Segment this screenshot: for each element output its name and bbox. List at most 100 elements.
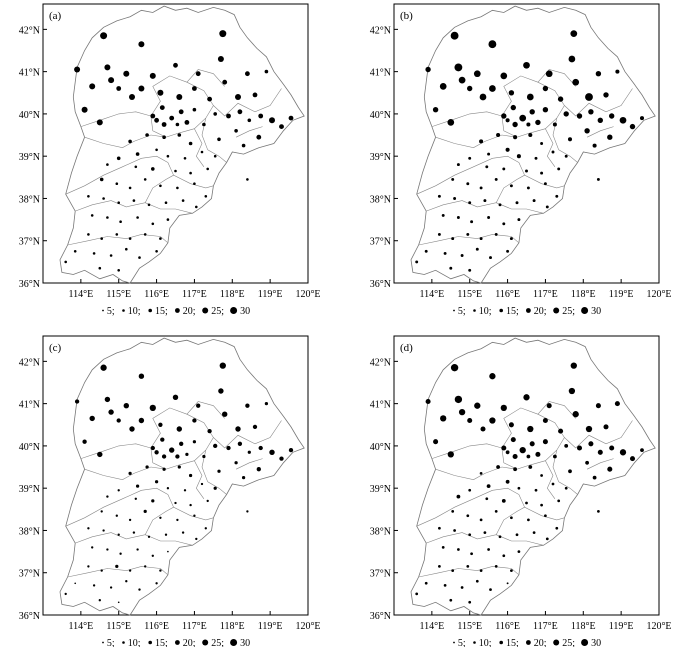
x-tick-label: 120°E <box>646 621 671 632</box>
station-dot <box>160 437 165 442</box>
x-tick-label: 117°E <box>182 289 207 300</box>
legend-symbol <box>499 308 504 313</box>
admin-boundary <box>213 420 282 449</box>
station-dot <box>552 122 557 127</box>
station-dot <box>454 63 463 72</box>
y-tick-label: 39°N <box>19 484 40 495</box>
legend-label: 30 <box>240 638 250 647</box>
size-legend: 5; 10; 15; 20; 25; 30 <box>102 306 250 317</box>
station-dot <box>526 454 531 459</box>
station-dot <box>154 480 159 484</box>
admin-boundary <box>416 155 520 195</box>
station-dot <box>489 588 492 591</box>
station-dot <box>166 154 170 158</box>
station-dot <box>607 134 613 140</box>
station-dot <box>159 569 162 572</box>
station-dot <box>164 201 168 204</box>
station-dot <box>486 484 491 488</box>
station-dot <box>234 129 238 133</box>
station-dot <box>82 439 87 444</box>
station-dot <box>470 552 473 556</box>
admin-boundary <box>435 466 518 481</box>
station-dot <box>151 167 155 171</box>
station-dot <box>145 133 149 137</box>
station-dot <box>526 186 530 190</box>
x-tick-label: 116°E <box>144 289 169 300</box>
station-dot <box>200 150 204 154</box>
admin-boundary <box>67 234 169 246</box>
y-tick-label: 36°N <box>370 611 391 622</box>
station-dot <box>480 426 486 432</box>
station-dot <box>517 550 521 553</box>
station-dot <box>467 85 473 92</box>
station-dot <box>123 403 129 409</box>
station-dot <box>513 135 518 140</box>
admin-boundary <box>537 401 576 419</box>
x-tick-label: 117°E <box>533 289 558 300</box>
admin-boundary <box>167 162 214 189</box>
station-dot <box>200 482 204 486</box>
station-dot <box>264 401 269 406</box>
station-dot <box>150 445 155 451</box>
station-dot <box>540 171 544 175</box>
region-boundary <box>59 337 305 616</box>
station-dot <box>181 199 185 202</box>
station-dot <box>106 548 109 551</box>
station-dot <box>505 450 510 455</box>
station-dot <box>179 441 184 446</box>
station-dot <box>134 165 138 169</box>
station-dot <box>526 122 531 127</box>
station-dot <box>150 113 156 119</box>
x-tick-label: 119°E <box>258 621 283 632</box>
legend-symbol <box>453 641 455 644</box>
legend-label: 10; <box>128 306 141 317</box>
legend-symbol <box>148 640 152 645</box>
legend-symbol <box>526 308 531 313</box>
legend-symbol <box>202 639 209 646</box>
station-dot <box>551 150 555 154</box>
station-dot <box>450 31 459 40</box>
station-dot <box>542 107 549 113</box>
station-dot <box>629 123 636 130</box>
station-dot <box>415 592 419 596</box>
station-dot <box>447 119 455 126</box>
station-dot <box>192 107 197 112</box>
legend-label: 25; <box>562 306 575 317</box>
station-dot <box>454 395 463 404</box>
station-dot <box>246 510 249 513</box>
station-dot <box>193 182 196 185</box>
station-dot <box>219 362 226 369</box>
y-tick-label: 38°N <box>19 526 40 537</box>
station-dot <box>269 449 275 455</box>
station-dot <box>195 537 198 541</box>
station-dot <box>98 599 101 602</box>
station-dot <box>176 426 182 432</box>
station-dot <box>217 56 224 62</box>
station-dot <box>81 106 88 113</box>
station-dot <box>609 445 615 451</box>
station-dot <box>144 565 147 568</box>
x-tick-label: 119°E <box>609 621 634 632</box>
station-dot <box>154 450 159 455</box>
station-dot <box>479 139 484 144</box>
admin-boundary <box>426 200 544 214</box>
station-dot <box>213 154 217 158</box>
station-dot <box>143 178 147 181</box>
station-dot <box>175 454 180 459</box>
station-dot <box>440 415 447 422</box>
station-dot <box>115 233 119 236</box>
station-dot <box>597 449 603 455</box>
station-dot <box>91 546 94 549</box>
legend-symbol <box>453 309 455 312</box>
station-dot <box>128 237 132 240</box>
station-dot <box>570 362 577 369</box>
admin-boundary <box>201 118 227 163</box>
x-tick-label: 117°E <box>182 621 207 632</box>
station-dot <box>525 169 528 173</box>
station-dot <box>597 117 603 123</box>
station-dot <box>468 600 472 604</box>
station-dot <box>128 518 132 522</box>
station-dot <box>468 488 472 492</box>
station-dot <box>100 364 107 371</box>
station-dot <box>183 157 187 160</box>
